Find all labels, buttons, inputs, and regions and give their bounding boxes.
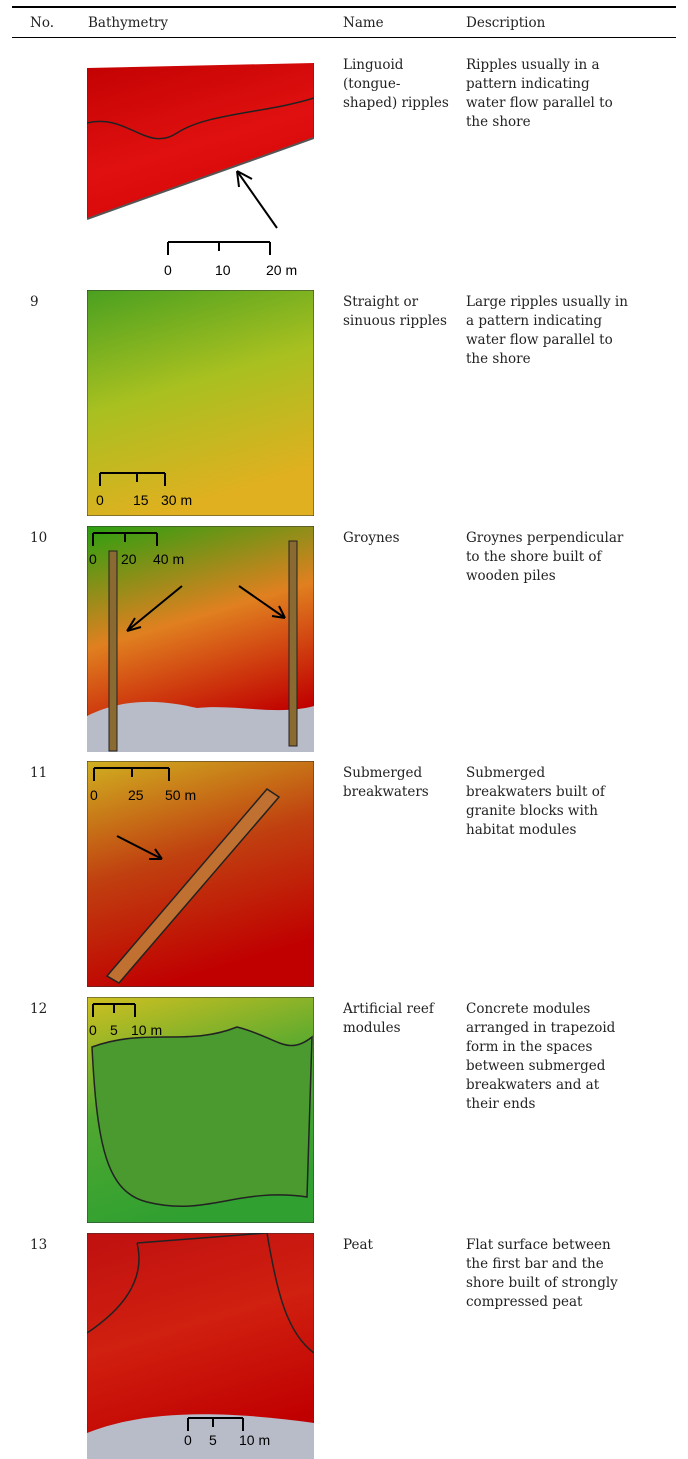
row-description: a pattern indicating bbox=[466, 312, 602, 331]
row-description: breakwaters built of bbox=[466, 783, 605, 802]
row-name: Submerged bbox=[343, 764, 422, 783]
scale-label: 5 bbox=[209, 1432, 217, 1448]
row-name: Peat bbox=[343, 1236, 373, 1255]
row-number: 9 bbox=[30, 293, 39, 312]
bathymetry-image: 0 5 10 m bbox=[87, 1233, 314, 1459]
row-number: 13 bbox=[30, 1236, 47, 1255]
row-name: Artificial reef bbox=[343, 1000, 434, 1019]
header-cell: Name bbox=[343, 14, 384, 33]
bathymetry-image: 0 20 40 m bbox=[87, 526, 314, 752]
scale-label: 15 bbox=[133, 492, 149, 508]
row-description: Submerged bbox=[466, 764, 545, 783]
scale-label: 10 m bbox=[131, 1022, 162, 1038]
bathymetry-image: 0 25 50 m bbox=[87, 761, 314, 987]
row-number: 10 bbox=[30, 529, 47, 548]
header-cell: Bathymetry bbox=[88, 14, 168, 33]
scale-label: 0 bbox=[184, 1432, 192, 1448]
scale-label: 0 bbox=[90, 787, 98, 803]
image-fill bbox=[87, 290, 314, 516]
header-rule bbox=[12, 37, 676, 38]
row-description: wooden piles bbox=[466, 567, 556, 586]
row-number: 12 bbox=[30, 1000, 47, 1019]
row-name: breakwaters bbox=[343, 783, 429, 802]
groyne bbox=[289, 541, 297, 746]
row-name: modules bbox=[343, 1019, 401, 1038]
row-name: sinuous ripples bbox=[343, 312, 447, 331]
scale-label: 10 bbox=[215, 262, 231, 278]
row-description: between submerged bbox=[466, 1057, 605, 1076]
header-cell: No. bbox=[30, 14, 54, 33]
row-description: breakwaters and at bbox=[466, 1076, 599, 1095]
row-description: compressed peat bbox=[466, 1293, 582, 1312]
row-description: form in the spaces bbox=[466, 1038, 592, 1057]
row-description: Groynes perpendicular bbox=[466, 529, 623, 548]
row-description: the first bar and the bbox=[466, 1255, 604, 1274]
row-name: shaped) ripples bbox=[343, 94, 449, 113]
scale-label: 0 bbox=[89, 1022, 97, 1038]
bathymetry-image: 0 15 30 m bbox=[87, 290, 314, 516]
row-description: shore built of strongly bbox=[466, 1274, 618, 1293]
header-cell: Description bbox=[466, 14, 545, 33]
row-description: arranged in trapezoid bbox=[466, 1019, 615, 1038]
scale-label: 10 m bbox=[239, 1432, 270, 1448]
row-description: pattern indicating bbox=[466, 75, 590, 94]
row-description: Large ripples usually in bbox=[466, 293, 628, 312]
scale-label: 0 bbox=[164, 262, 172, 278]
row-description: Flat surface between bbox=[466, 1236, 611, 1255]
row-description: habitat modules bbox=[466, 821, 576, 840]
module bbox=[92, 1027, 312, 1206]
row-description: their ends bbox=[466, 1095, 535, 1114]
groyne bbox=[109, 551, 117, 751]
top-rule bbox=[12, 6, 676, 8]
scale-label: 40 m bbox=[153, 551, 184, 567]
scale-label: 50 m bbox=[165, 787, 196, 803]
row-description: water flow parallel to bbox=[466, 94, 613, 113]
row-description: granite blocks with bbox=[466, 802, 598, 821]
row-description: Ripples usually in a bbox=[466, 56, 600, 75]
row-name: Linguoid bbox=[343, 56, 403, 75]
bathymetry-image: 0 10 20 m bbox=[87, 53, 314, 279]
row-description: water flow parallel to bbox=[466, 331, 613, 350]
row-number: 11 bbox=[30, 764, 47, 783]
scale-label: 5 bbox=[110, 1022, 118, 1038]
row-description: to the shore built of bbox=[466, 548, 602, 567]
scale-label: 30 m bbox=[161, 492, 192, 508]
scale-label: 0 bbox=[96, 492, 104, 508]
row-name: (tongue- bbox=[343, 75, 400, 94]
row-name: Straight or bbox=[343, 293, 418, 312]
row-description: the shore bbox=[466, 350, 531, 369]
scale-label: 25 bbox=[128, 787, 144, 803]
scale-label: 20 bbox=[121, 551, 137, 567]
scale-label: 0 bbox=[89, 551, 97, 567]
row-description: the shore bbox=[466, 113, 531, 132]
row-description: Concrete modules bbox=[466, 1000, 590, 1019]
scale-label: 20 m bbox=[266, 262, 297, 278]
row-name: Groynes bbox=[343, 529, 400, 548]
table-page: No. Bathymetry Name Description Linguoid… bbox=[0, 0, 688, 1459]
